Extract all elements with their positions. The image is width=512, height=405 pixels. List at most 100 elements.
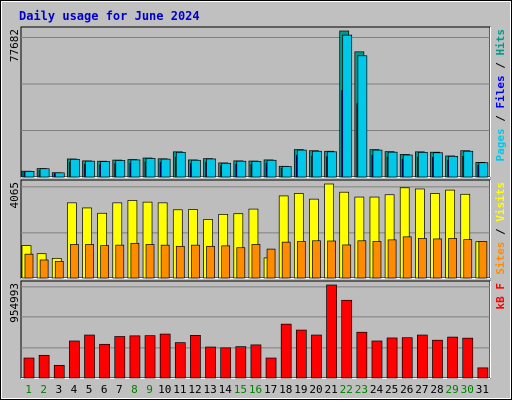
- x-day-label-21: 21: [325, 383, 338, 396]
- bar-hits-pages-day-2: [39, 168, 50, 178]
- bar-kbytes-kb-f-day-27: [417, 334, 428, 379]
- bar-kbytes-kb-f-day-7: [114, 336, 126, 379]
- bar-kbytes-kb-f-day-18: [280, 323, 292, 379]
- bar-hits-pages-day-6: [100, 161, 110, 178]
- bar-hits-pages-day-31: [478, 162, 489, 178]
- x-day-label-22: 22: [340, 383, 353, 396]
- bar-kbytes-kb-f-day-12: [190, 334, 201, 379]
- x-day-label-6: 6: [101, 383, 108, 396]
- bar-hits-pages-day-5: [85, 160, 95, 178]
- panel-visits: 4065 Sites / Visits: [8, 179, 507, 279]
- bar-visits-sites-day-7: [115, 244, 125, 279]
- x-axis-day-labels: 1 2 3 4 5 6 7 8 9 10 11 12 13 14 15 16 17 18 19 20 21 22 23 24 2…: [25, 383, 489, 396]
- bar-visits-sites-day-8: [130, 242, 140, 279]
- chart-panels: 77682 Pages / Files / Hits 4065 Sites / Vis…: [8, 26, 507, 379]
- x-day-label-30: 30: [461, 383, 474, 396]
- bar-kbytes-kb-f-day-11: [174, 342, 186, 379]
- bar-hits-pages-day-22: [342, 34, 353, 178]
- bar-kbytes-kb-f-day-4: [69, 340, 80, 379]
- bar-hits-pages-day-13: [206, 158, 216, 178]
- bar-hits-pages-day-20: [312, 150, 322, 178]
- bar-visits-sites-day-20: [312, 240, 321, 279]
- bar-kbytes-kb-f-day-31: [477, 367, 489, 379]
- x-day-label-7: 7: [116, 383, 123, 396]
- x-day-label-10: 10: [158, 383, 171, 396]
- x-day-label-15: 15: [234, 383, 247, 396]
- right-legend-visits: Sites / Visits: [494, 182, 507, 275]
- bar-visits-sites-day-17: [266, 248, 276, 279]
- y-max-label-visits: 4065: [8, 182, 21, 209]
- bar-kbytes-kb-f-day-23: [356, 331, 368, 379]
- bar-kbytes-kb-f-day-10: [159, 333, 171, 379]
- bar-kbytes-kb-f-day-25: [386, 337, 398, 379]
- bar-visits-sites-day-23: [357, 240, 367, 279]
- bar-hits-pages-day-30: [463, 150, 474, 178]
- x-day-label-16: 16: [249, 383, 262, 396]
- legend-part: Files: [494, 75, 507, 108]
- legend-part: /: [494, 109, 507, 129]
- bar-visits-sites-day-18: [281, 241, 291, 279]
- legend-part: Visits: [494, 182, 507, 222]
- bar-visits-sites-day-9: [145, 244, 155, 279]
- bar-kbytes-kb-f-day-5: [84, 334, 95, 379]
- bar-kbytes-kb-f-day-22: [341, 299, 353, 379]
- x-day-label-25: 25: [385, 383, 398, 396]
- bar-visits-sites-day-16: [251, 244, 261, 279]
- bar-kbytes-kb-f-day-20: [311, 334, 322, 379]
- bar-hits-pages-day-3: [54, 172, 65, 178]
- bar-visits-sites-day-5: [85, 244, 94, 279]
- bar-hits-pages-day-4: [70, 158, 80, 178]
- bar-hits-pages-day-7: [115, 160, 126, 178]
- legend-part: Sites: [494, 242, 507, 275]
- x-day-label-18: 18: [279, 383, 292, 396]
- x-day-label-27: 27: [415, 383, 428, 396]
- x-day-label-29: 29: [446, 383, 459, 396]
- bar-visits-sites-day-3: [54, 261, 64, 279]
- bar-kbytes-kb-f-day-3: [53, 364, 65, 379]
- bar-kbytes-kb-f-day-26: [401, 337, 413, 379]
- bar-hits-pages-day-10: [160, 158, 171, 178]
- x-day-label-11: 11: [173, 383, 186, 396]
- bar-kbytes-kb-f-day-13: [205, 346, 216, 379]
- bar-kbytes-kb-f-day-2: [38, 354, 50, 379]
- bar-hits-pages-day-9: [145, 158, 156, 178]
- bar-visits-sites-day-29: [448, 238, 457, 279]
- bar-visits-sites-day-27: [418, 238, 427, 279]
- bar-visits-sites-day-31: [478, 241, 488, 279]
- bar-visits-sites-day-22: [342, 244, 352, 279]
- x-day-label-1: 1: [25, 383, 32, 396]
- x-day-label-24: 24: [370, 383, 384, 396]
- x-day-label-9: 9: [146, 383, 153, 396]
- bar-hits-pages-day-28: [433, 152, 443, 178]
- bar-hits-pages-day-12: [191, 159, 201, 178]
- bar-hits-pages-day-1: [24, 171, 35, 178]
- bar-kbytes-kb-f-day-24: [371, 340, 383, 379]
- bar-hits-pages-day-25: [387, 151, 398, 178]
- bar-kbytes-kb-f-day-30: [462, 337, 474, 379]
- x-day-label-28: 28: [430, 383, 443, 396]
- legend-part: Hits: [494, 29, 507, 56]
- x-day-label-3: 3: [56, 383, 63, 396]
- x-day-label-19: 19: [294, 383, 307, 396]
- bar-visits-sites-day-19: [296, 241, 306, 279]
- bar-visits-sites-day-28: [433, 238, 442, 279]
- bar-kbytes-kb-f-day-19: [295, 329, 307, 379]
- x-day-label-12: 12: [188, 383, 201, 396]
- bar-visits-sites-day-21: [327, 240, 336, 279]
- bar-visits-sites-day-26: [402, 236, 412, 279]
- x-day-label-8: 8: [131, 383, 138, 396]
- legend-part: /: [494, 56, 507, 76]
- bar-hits-pages-day-29: [448, 155, 458, 178]
- y-max-label-kbytes: 954993: [8, 283, 21, 323]
- legend-part: /: [494, 222, 507, 242]
- bar-hits-pages-day-11: [175, 152, 186, 178]
- bar-hits-pages-day-16: [251, 161, 262, 178]
- bar-hits-pages-day-17: [266, 159, 277, 178]
- x-day-label-13: 13: [203, 383, 216, 396]
- right-legend-hits: Pages / Files / Hits: [494, 29, 507, 162]
- x-day-label-4: 4: [71, 383, 78, 396]
- bar-kbytes-kb-f-day-15: [235, 346, 247, 379]
- chart-title: Daily usage for June 2024: [19, 9, 200, 23]
- bar-hits-pages-day-27: [418, 152, 428, 178]
